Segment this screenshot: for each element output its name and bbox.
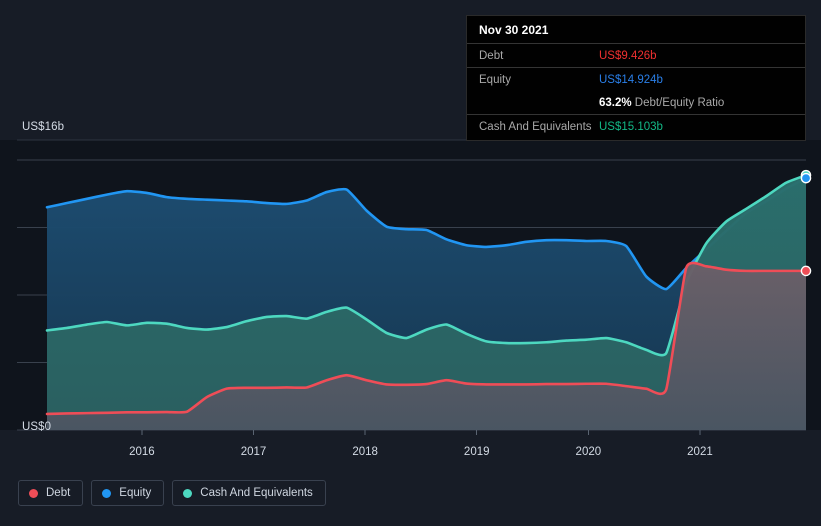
legend-item-debt[interactable]: Debt (18, 480, 84, 506)
x-axis-label-2019: 2019 (463, 446, 490, 458)
y-axis-top-label: US$16b (22, 121, 65, 133)
x-axis-label-2016: 2016 (129, 446, 155, 458)
tooltip-value-equity: US$14.924b (599, 73, 663, 86)
legend-item-label: Debt (46, 487, 71, 499)
tooltip-value-ratio: 63.2% Debt/Equity Ratio (599, 97, 724, 109)
legend-item-label: Equity (119, 487, 152, 499)
y-axis-bottom-label: US$0 (22, 421, 52, 433)
legend-color-dot-icon (102, 488, 112, 498)
legend-color-dot-icon (183, 488, 193, 498)
x-axis-label-2017: 2017 (240, 446, 267, 458)
chart-legend: Debt Equity Cash And Equivalents (18, 480, 326, 506)
tooltip-row-debt: Debt US$9.426b (467, 43, 805, 67)
tooltip-row-equity: Equity US$14.924b (467, 67, 805, 91)
x-axis-label-2018: 2018 (352, 446, 378, 458)
tooltip-ratio-caption: Debt/Equity Ratio (631, 96, 725, 109)
tooltip-row-debt-equity-ratio: 63.2% Debt/Equity Ratio (467, 91, 805, 114)
legend-item-equity[interactable]: Equity (91, 480, 165, 506)
x-axis-label-2021: 2021 (687, 446, 713, 458)
tooltip-value-cash: US$15.103b (599, 120, 663, 133)
x-axis-label-2020: 2020 (575, 446, 602, 458)
tooltip-row-cash: Cash And Equivalents US$15.103b (467, 114, 805, 138)
legend-color-dot-icon (29, 488, 38, 498)
legend-item-label: Cash And Equivalents (200, 487, 313, 499)
tooltip-label-debt: Debt (479, 49, 504, 62)
chart-tooltip: Nov 30 2021 Debt US$9.426b Equity US$14.… (466, 15, 806, 141)
legend-item-cash-and-equivalents[interactable]: Cash And Equivalents (172, 480, 326, 506)
tooltip-label-equity: Equity (479, 73, 511, 86)
tooltip-label-cash: Cash And Equivalents (479, 120, 592, 133)
tooltip-ratio-percent: 63.2% (599, 96, 632, 109)
tooltip-value-debt: US$9.426b (599, 49, 657, 62)
tooltip-date: Nov 30 2021 (479, 23, 549, 37)
